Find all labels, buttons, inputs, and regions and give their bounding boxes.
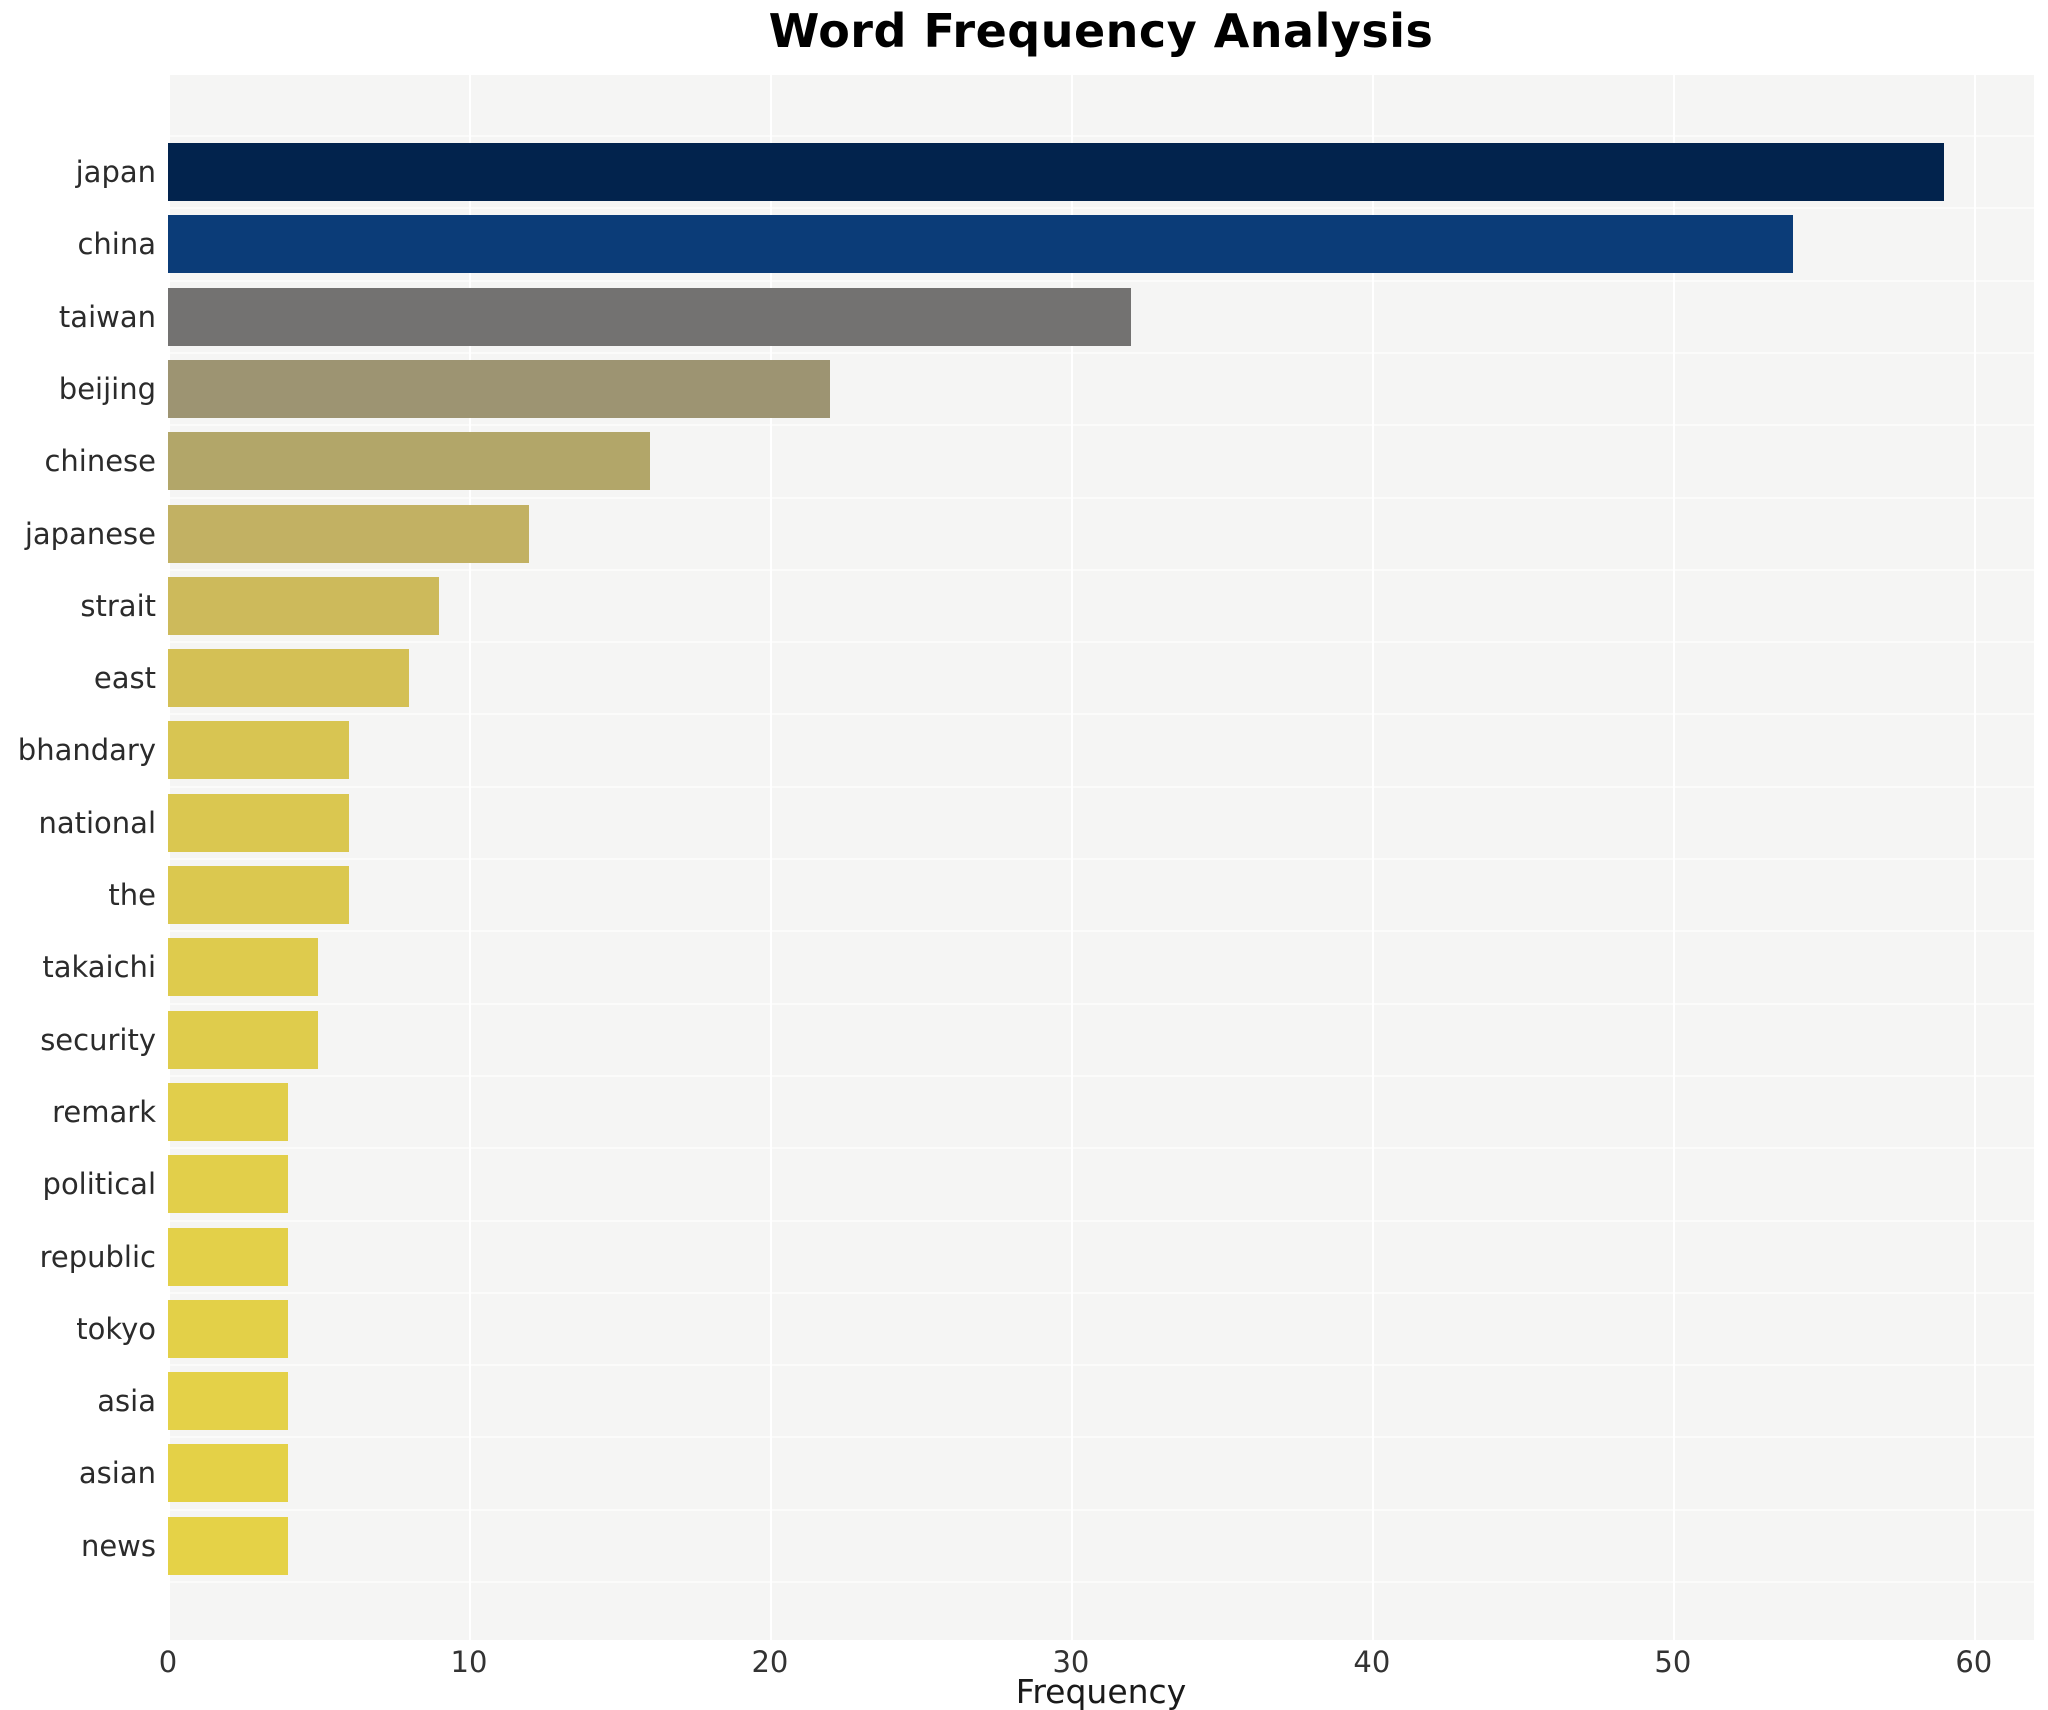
chart-title: Word Frequency Analysis [768,4,1434,58]
y-tick-label-remark: remark [52,1094,156,1129]
gridline-horizontal [168,279,2034,282]
y-tick-label-east: east [93,661,156,696]
bar-takaichi [168,938,319,997]
y-tick-label-strait: strait [80,588,156,623]
x-tick-label: 50 [1654,1645,1692,1679]
bar-beijing [168,359,831,418]
gridline-vertical [769,75,772,1640]
bar-japan [168,143,1944,201]
gridline-horizontal [168,713,2034,716]
gridline-horizontal [168,351,2034,354]
gridline-horizontal [168,1364,2034,1367]
bar-asia [168,1372,289,1431]
x-axis-label: Frequency [1015,1672,1187,1710]
gridline-horizontal [168,496,2034,499]
y-tick-label-news: news [80,1528,156,1563]
y-tick-label-japanese: japanese [24,516,156,551]
gridline-horizontal [168,1436,2034,1439]
bar-political [168,1155,289,1214]
gridline-horizontal [168,1147,2034,1150]
bar-republic [168,1227,289,1286]
gridline-horizontal [168,1581,2034,1583]
bar-asian [168,1444,289,1503]
gridline-vertical [1070,75,1073,1640]
y-tick-label-taiwan: taiwan [58,299,156,334]
x-axis-ticks: 0 10 20 30 40 50 60 [159,1645,2034,1685]
y-tick-label-asia: asia [97,1384,156,1419]
bar-news [168,1516,289,1575]
plot-area [168,75,2034,1640]
x-tick-label: 30 [1052,1645,1090,1679]
y-tick-label-the: the [108,878,156,912]
gridline-horizontal [168,1002,2034,1005]
bar-taiwan [168,287,1132,346]
y-tick-label-national: national [38,805,156,840]
y-tick-label-china: china [77,227,156,262]
x-tick-label: 10 [450,1645,488,1679]
gridline-vertical [1371,75,1374,1640]
bar-east [168,649,409,708]
gridline-vertical [1973,75,1976,1640]
gridline-horizontal [168,1508,2034,1511]
y-tick-label-political: political [42,1167,156,1202]
bar-china [168,215,1794,274]
gridline-horizontal [168,568,2034,571]
x-tick-label: 20 [751,1645,789,1679]
y-tick-label-beijing: beijing [58,371,156,406]
gridline-horizontal [168,135,2034,137]
gridline-horizontal [168,785,2034,788]
x-tick-label: 40 [1353,1645,1391,1679]
y-tick-label-bhandary: bhandary [17,733,156,768]
bar-security [168,1010,319,1069]
gridline-horizontal [168,424,2034,427]
gridline-vertical [1672,75,1675,1640]
gridline-horizontal [168,641,2034,644]
bar-tokyo [168,1299,289,1358]
y-tick-label-takaichi: takaichi [42,950,156,985]
gridline-horizontal [168,1074,2034,1077]
y-tick-label-republic: republic [39,1239,156,1274]
bar-japanese [168,504,530,563]
bar-the [168,866,349,924]
bar-chinese [168,432,650,491]
bar-remark [168,1082,289,1141]
y-tick-label-security: security [40,1022,156,1057]
y-tick-label-japan: japan [75,155,156,189]
bar-strait [168,576,439,635]
y-tick-label-tokyo: tokyo [76,1311,156,1346]
y-axis-labels: japan china taiwan beijing chinese japanese st… [0,75,156,1640]
gridline-vertical [168,75,170,1640]
y-tick-label-asian: asian [78,1456,156,1491]
gridline-horizontal [168,1219,2034,1222]
gridline-vertical [468,75,471,1640]
bar-national [168,793,349,852]
gridline-horizontal [168,207,2034,210]
x-tick-label: 60 [1955,1645,1993,1679]
y-tick-label-chinese: chinese [44,444,156,479]
gridline-horizontal [168,858,2034,860]
x-tick-label: 0 [158,1645,178,1679]
gridline-horizontal [168,930,2034,933]
gridline-horizontal [168,1291,2034,1294]
bar-bhandary [168,721,349,780]
